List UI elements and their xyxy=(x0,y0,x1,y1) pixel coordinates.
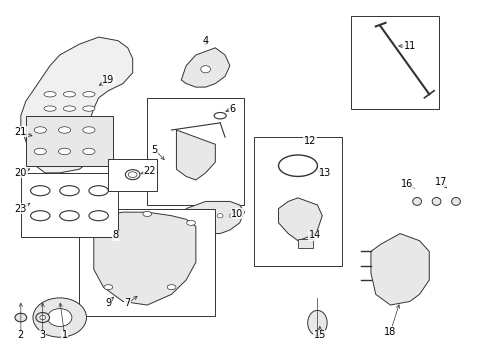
Circle shape xyxy=(33,298,86,337)
Ellipse shape xyxy=(142,211,151,216)
Text: 21: 21 xyxy=(15,127,27,137)
Text: 8: 8 xyxy=(112,230,119,240)
Ellipse shape xyxy=(412,198,421,205)
Polygon shape xyxy=(370,234,428,305)
Ellipse shape xyxy=(204,213,210,218)
Ellipse shape xyxy=(59,127,71,133)
Ellipse shape xyxy=(82,148,95,155)
Ellipse shape xyxy=(82,134,95,140)
Text: 16: 16 xyxy=(401,179,413,189)
Polygon shape xyxy=(181,48,229,87)
Ellipse shape xyxy=(167,285,176,290)
Circle shape xyxy=(40,315,45,320)
Ellipse shape xyxy=(128,172,137,177)
Text: 4: 4 xyxy=(202,36,208,46)
Text: 9: 9 xyxy=(105,298,111,308)
Ellipse shape xyxy=(63,106,75,111)
Text: 11: 11 xyxy=(403,41,415,51)
Ellipse shape xyxy=(307,310,326,336)
Circle shape xyxy=(15,313,27,322)
Polygon shape xyxy=(176,130,215,180)
Ellipse shape xyxy=(82,127,95,133)
Text: 17: 17 xyxy=(434,177,447,187)
Bar xyxy=(79,208,215,316)
Ellipse shape xyxy=(44,106,56,111)
Bar xyxy=(297,239,312,248)
Text: 22: 22 xyxy=(143,166,156,176)
Polygon shape xyxy=(278,198,322,241)
Ellipse shape xyxy=(44,134,56,140)
Text: 15: 15 xyxy=(313,330,325,341)
Bar xyxy=(147,98,244,205)
Bar xyxy=(26,116,113,166)
Text: 6: 6 xyxy=(229,104,235,113)
Ellipse shape xyxy=(104,285,113,290)
Text: 23: 23 xyxy=(15,203,27,213)
Ellipse shape xyxy=(186,220,195,225)
Ellipse shape xyxy=(431,198,440,205)
Ellipse shape xyxy=(82,106,95,111)
Text: 10: 10 xyxy=(231,209,243,219)
Polygon shape xyxy=(94,212,196,305)
Text: 2: 2 xyxy=(18,330,24,341)
Ellipse shape xyxy=(451,198,459,205)
Text: 19: 19 xyxy=(102,75,114,85)
Bar xyxy=(108,158,157,191)
Bar xyxy=(254,137,341,266)
Ellipse shape xyxy=(63,120,75,126)
Circle shape xyxy=(36,312,49,323)
Text: 3: 3 xyxy=(40,330,46,341)
Text: 13: 13 xyxy=(318,168,330,178)
Ellipse shape xyxy=(63,134,75,140)
Ellipse shape xyxy=(201,66,210,73)
Ellipse shape xyxy=(44,91,56,97)
Bar xyxy=(21,173,118,237)
Circle shape xyxy=(47,309,72,327)
Ellipse shape xyxy=(63,91,75,97)
PathPatch shape xyxy=(21,37,132,173)
Text: 20: 20 xyxy=(15,168,27,178)
Text: 1: 1 xyxy=(61,330,67,341)
Polygon shape xyxy=(186,202,244,234)
Ellipse shape xyxy=(82,120,95,126)
Ellipse shape xyxy=(217,213,223,218)
Ellipse shape xyxy=(82,91,95,97)
Text: 18: 18 xyxy=(384,327,396,337)
Text: 5: 5 xyxy=(151,145,157,155)
Ellipse shape xyxy=(34,127,46,133)
Ellipse shape xyxy=(59,148,71,155)
Ellipse shape xyxy=(229,213,235,218)
Ellipse shape xyxy=(94,217,103,222)
Ellipse shape xyxy=(44,120,56,126)
Text: 12: 12 xyxy=(304,136,316,146)
Text: 7: 7 xyxy=(124,298,131,308)
Ellipse shape xyxy=(34,148,46,155)
Text: 14: 14 xyxy=(308,230,321,240)
Bar xyxy=(351,16,438,109)
Ellipse shape xyxy=(193,213,199,218)
